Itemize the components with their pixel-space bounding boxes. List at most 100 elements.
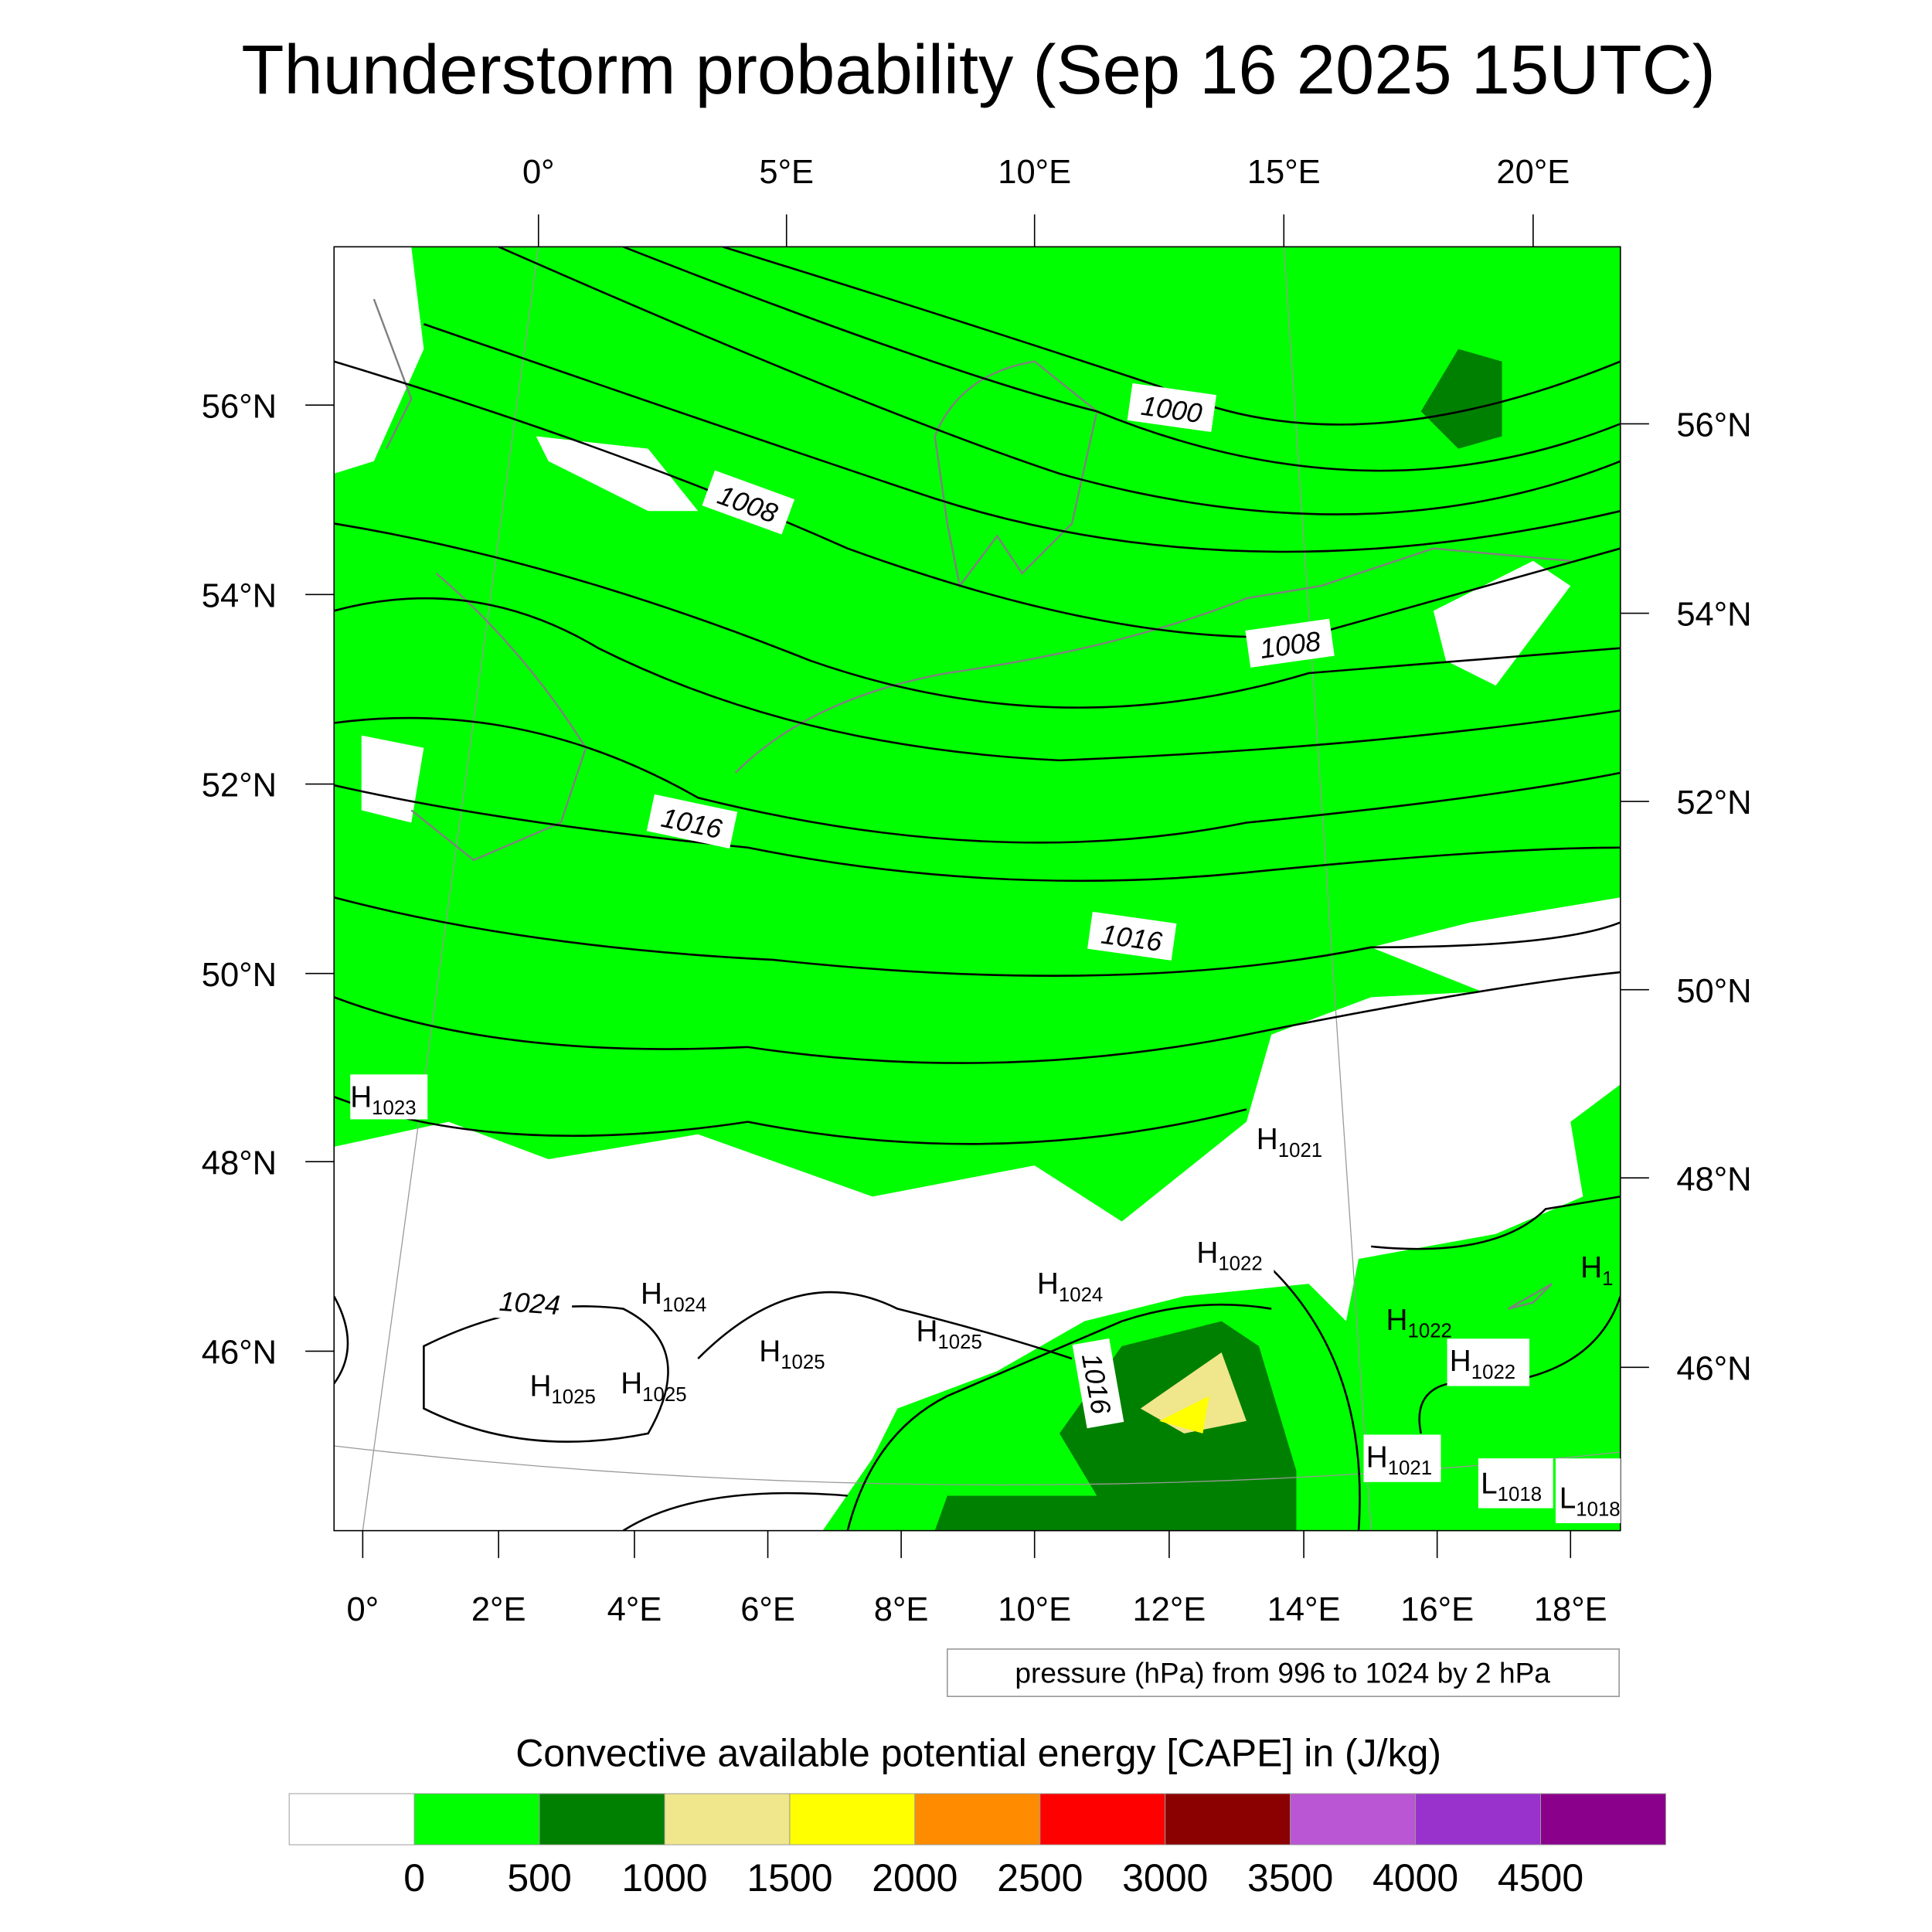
contour-info-box: pressure (hPa) from 996 to 1024 by 2 hPa (946, 1648, 1620, 1697)
svg-text:H1024: H1024 (641, 1277, 706, 1316)
pressure-center-type: H (1196, 1236, 1218, 1270)
lon-label: 16°E (1400, 1591, 1474, 1628)
lon-label: 10°E (998, 154, 1071, 191)
lon-label: 5°E (759, 154, 814, 191)
colorbar-tick-label: 2500 (997, 1856, 1083, 1900)
colorbar-tick-label: 500 (507, 1856, 571, 1900)
colorbar-tick-label: 1500 (747, 1856, 832, 1900)
svg-text:H1: H1 (1580, 1251, 1613, 1290)
lat-label: 52°N (1676, 784, 1751, 821)
pressure-center-type: H (1386, 1304, 1408, 1337)
pressure-center-type: H (641, 1277, 662, 1311)
pressure-center-type: H (621, 1367, 642, 1400)
pressure-center-value: 1023 (372, 1097, 416, 1119)
svg-text:H1025: H1025 (529, 1369, 595, 1408)
pressure-center-value: 1 (1602, 1268, 1613, 1290)
pressure-center-type: H (1037, 1267, 1059, 1301)
isobar-labels: 1000 1008 1008 1016 1016 1016 1024 (486, 383, 1335, 1429)
lat-label: 52°N (202, 767, 277, 804)
colorbar-swatch (1540, 1793, 1666, 1845)
lat-label: 46°N (1676, 1350, 1751, 1387)
pressure-center-value: 1021 (1388, 1458, 1432, 1479)
pressure-center-value: 1025 (781, 1352, 825, 1373)
cape-field-moderate-areas (934, 349, 1502, 1531)
colorbar-tick-label: 3000 (1122, 1856, 1208, 1900)
svg-text:H1023: H1023 (350, 1080, 416, 1119)
left-latitude-axis: 56°N 54°N 52°N 50°N 48°N 46°N (202, 388, 335, 1372)
svg-text:H1025: H1025 (621, 1367, 686, 1406)
lat-label: 54°N (202, 577, 277, 614)
isobar-label: 1024 (498, 1286, 562, 1321)
svg-text:H1022: H1022 (1386, 1304, 1452, 1342)
pressure-center-value: 1018 (1576, 1498, 1620, 1520)
lat-label: 50°N (202, 957, 277, 994)
svg-text:L1018: L1018 (1560, 1482, 1621, 1521)
pressure-centers: H1023 H1021 H1022 H1024 H1024 H1025 H102… (350, 1074, 1621, 1523)
colorbar-swatch (1415, 1793, 1542, 1845)
pressure-center-type: H (759, 1335, 781, 1368)
colorbar-tick-label: 3500 (1247, 1856, 1333, 1900)
svg-text:H1025: H1025 (916, 1315, 981, 1353)
pressure-center-value: 1022 (1408, 1321, 1452, 1342)
lon-label: 12°E (1132, 1591, 1206, 1628)
colorbar-swatch (288, 1793, 415, 1845)
map-plot-area: 1000 1008 1008 1016 1016 1016 1024 H1023… (333, 246, 1621, 1532)
lat-label: 56°N (1676, 407, 1751, 444)
pressure-center-type: L (1481, 1467, 1498, 1500)
lon-label: 0° (522, 154, 555, 191)
colorbar-swatch (1039, 1793, 1166, 1845)
pressure-center-type: H (350, 1080, 372, 1114)
lon-label: 6°E (740, 1591, 795, 1628)
bottom-longitude-axis: 0° 2°E 4°E 6°E 8°E 10°E 12°E 14°E 16°E 1… (347, 1530, 1607, 1628)
colorbar-swatch (914, 1793, 1041, 1845)
lat-label: 54°N (1676, 597, 1751, 634)
lon-label: 2°E (471, 1591, 526, 1628)
map-title: Thunderstorm probability (Sep 16 2025 15… (241, 31, 1716, 109)
colorbar-tick-label: 1000 (621, 1856, 707, 1900)
lon-label: 10°E (998, 1591, 1071, 1628)
svg-text:H1024: H1024 (1037, 1267, 1103, 1306)
lat-label: 46°N (202, 1335, 277, 1372)
lat-label: 50°N (1676, 973, 1751, 1010)
colorbar-tick-label: 4500 (1498, 1856, 1583, 1900)
lat-label: 48°N (1676, 1161, 1751, 1198)
right-latitude-axis: 56°N 54°N 52°N 50°N 48°N 46°N (1620, 407, 1752, 1387)
pressure-center-type: L (1560, 1482, 1577, 1515)
svg-text:L1018: L1018 (1481, 1467, 1542, 1505)
svg-text:H1022: H1022 (1450, 1345, 1515, 1383)
lat-label: 56°N (202, 388, 277, 425)
svg-text:H1022: H1022 (1196, 1236, 1262, 1275)
colorbar: 0 500 1000 1500 2000 2500 3000 3500 4000 4500 (288, 1793, 1666, 1900)
lon-label: 0° (347, 1591, 379, 1628)
svg-text:H1021: H1021 (1257, 1123, 1322, 1162)
colorbar-swatch (664, 1793, 791, 1845)
colorbar-tick-label: 2000 (872, 1856, 957, 1900)
pressure-center-type: H (529, 1369, 551, 1403)
pressure-center-value: 1025 (937, 1332, 981, 1353)
lon-label: 20°E (1496, 154, 1570, 191)
pressure-center-value: 1022 (1218, 1253, 1262, 1275)
pressure-center-value: 1024 (1059, 1284, 1103, 1306)
pressure-center-value: 1025 (551, 1386, 595, 1408)
colorbar-swatch (1290, 1793, 1417, 1845)
colorbar-tick-label: 4000 (1372, 1856, 1458, 1900)
svg-text:H1025: H1025 (759, 1335, 825, 1373)
lat-label: 48°N (202, 1145, 277, 1182)
colorbar-swatch (789, 1793, 916, 1845)
pressure-center-type: H (1450, 1345, 1471, 1378)
colorbar-tick-label: 0 (403, 1856, 425, 1900)
pressure-center-type: H (916, 1315, 937, 1348)
pressure-center-value: 1018 (1498, 1484, 1542, 1505)
colorbar-swatch (413, 1793, 540, 1845)
pressure-center-type: H (1366, 1440, 1388, 1474)
pressure-center-type: H (1257, 1123, 1278, 1156)
contour-info-text: pressure (hPa) from 996 to 1024 by 2 hPa (1015, 1656, 1550, 1689)
lon-label: 15°E (1247, 154, 1321, 191)
svg-text:H1021: H1021 (1366, 1440, 1432, 1479)
pressure-center-value: 1024 (662, 1294, 706, 1316)
pressure-center-value: 1025 (642, 1384, 686, 1406)
pressure-center-type: H (1580, 1251, 1602, 1284)
colorbar-swatch (539, 1793, 665, 1845)
pressure-center-value: 1021 (1278, 1140, 1322, 1162)
